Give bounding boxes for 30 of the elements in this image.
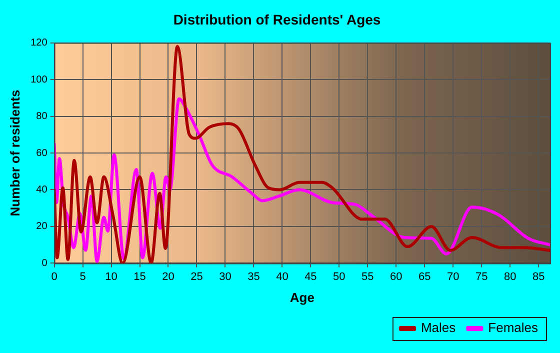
y-tick-label: 20 [36,221,48,232]
y-tick-label: 80 [36,111,48,122]
y-tick-label: 40 [36,184,48,196]
x-tick-label: 50 [333,270,346,283]
x-tick-label: 5 [80,270,86,283]
x-tick-label: 85 [532,270,545,283]
x-tick-label: 75 [476,270,488,283]
x-tick-label: 80 [504,270,516,283]
x-tick-label: 70 [447,270,460,283]
x-tick-label: 60 [390,270,402,283]
x-axis-title: Age [290,290,314,305]
legend-label: Females [488,320,538,336]
x-tick-label: 10 [105,270,118,283]
x-tick-label: 15 [134,270,146,283]
x-tick-label: 35 [248,270,260,283]
legend-label: Males [420,320,456,336]
y-tick-label: 60 [36,148,48,159]
y-tick-label: 0 [42,258,48,269]
x-tick-label: 25 [190,270,203,283]
x-tick-label: 20 [162,270,174,283]
x-tick-label: 45 [304,270,317,283]
x-tick-label: 40 [276,270,288,283]
x-tick-label: 0 [51,270,58,283]
x-tick-label: 55 [362,270,374,283]
chart-title: Distribution of Residents' Ages [173,11,381,28]
y-axis-title: Number of residents [7,90,22,216]
x-tick-label: 30 [219,270,232,283]
y-tick-label: 100 [30,74,48,86]
x-tick-label: 65 [418,270,431,283]
y-tick-label: 120 [30,38,48,49]
